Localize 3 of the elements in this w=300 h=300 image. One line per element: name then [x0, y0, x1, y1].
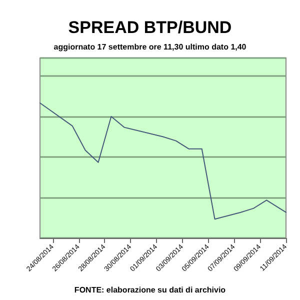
chart-title: SPREAD BTP/BUND	[68, 18, 232, 37]
source-note: FONTE: elaborazione su dati di archivio	[74, 286, 226, 294]
chart-subtitle: aggiornato 17 settembre ore 11,30 ultimo dato 1,40	[54, 42, 247, 52]
